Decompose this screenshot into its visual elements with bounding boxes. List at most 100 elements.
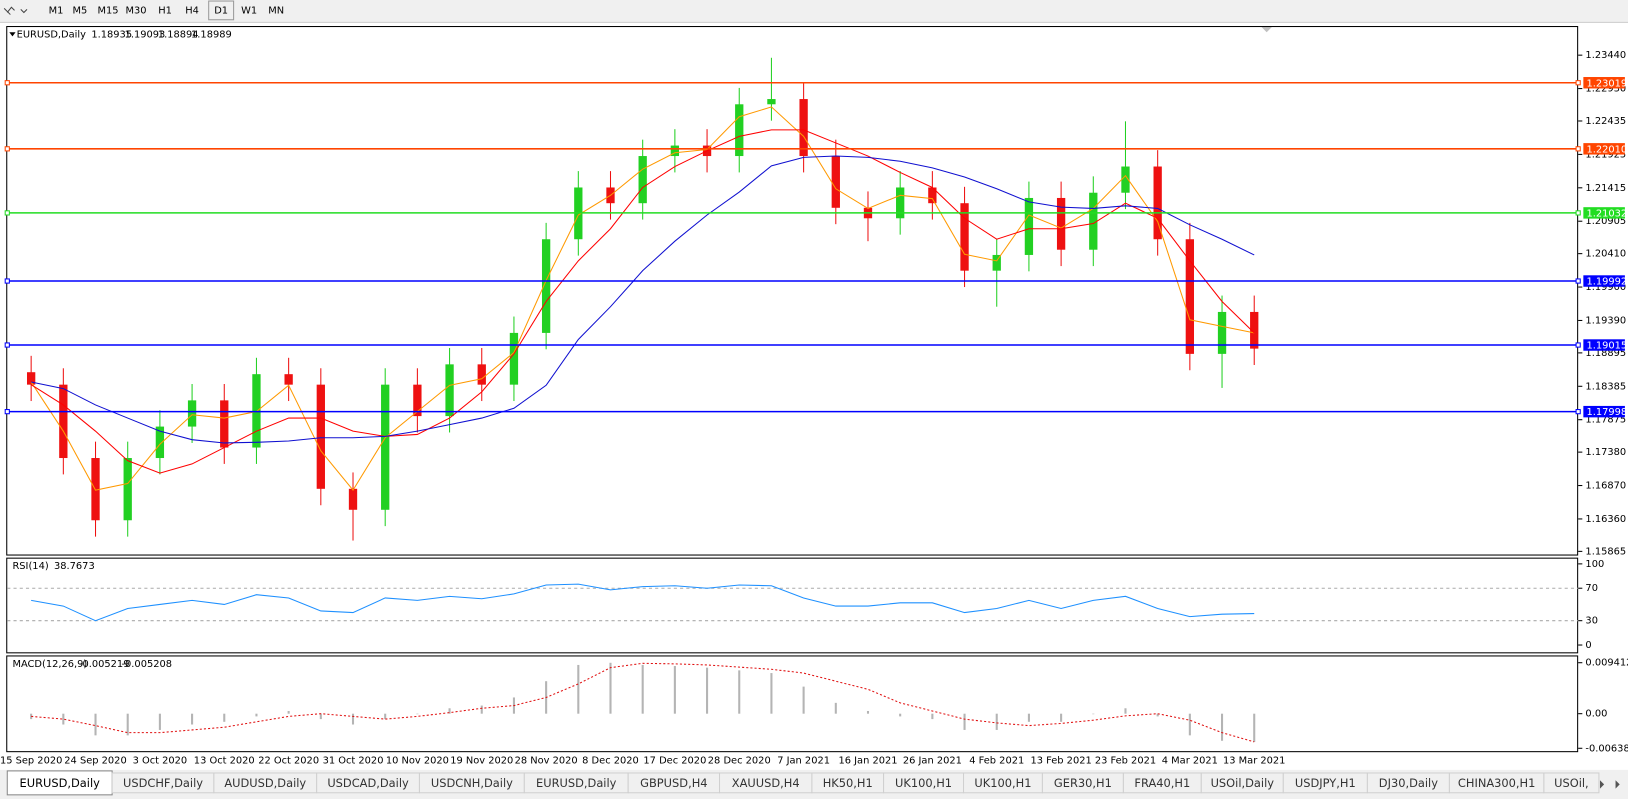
panel-title: RSI(14) [12,561,48,572]
chart-tab[interactable]: USDCHF,Daily [111,772,215,794]
timeframe-button-frame [95,1,121,20]
level-price-label: 1.21032 [1586,208,1627,219]
candle-body [670,145,680,157]
y-tick-label: 1.21925 [1585,149,1626,160]
moving-average-line [30,129,1255,474]
level-handle[interactable] [1575,342,1581,348]
level-handle[interactable] [1575,80,1581,86]
level-handle[interactable] [1575,146,1581,152]
y-tick-label: 1.17875 [1585,415,1626,426]
level-handle[interactable] [4,210,10,216]
chart-tab-label: CHINA300,H1 [1458,776,1535,790]
timeframe-button[interactable]: D1 [208,0,235,21]
timeframe-label: W1 [241,5,257,16]
candle-body [831,156,840,208]
macd-histogram-bar [963,713,966,730]
timeframe-button-frame [123,1,149,20]
chart-tab[interactable]: AUDUSD,Daily [213,772,318,794]
x-tick-label: 23 Feb 2021 [1095,756,1156,767]
panel-header-value: -0.005219 [79,659,130,670]
chart-tab[interactable]: EURUSD,Daily [6,770,113,796]
level-handle[interactable] [4,278,10,284]
level-price-label: 1.22010 [1586,144,1627,155]
macd-histogram-bar [1156,713,1159,717]
timeframe-button[interactable]: H1 [152,1,178,20]
x-tick-label: 28 Dec 2020 [708,756,771,767]
timeframe-button[interactable]: M5 [67,1,93,20]
macd-histogram-bar [94,713,97,736]
level-handle[interactable] [4,80,10,86]
chart-tab[interactable]: CHINA300,H1 [1448,772,1545,794]
chart-tab[interactable]: FRA40,H1 [1122,772,1202,794]
timeframe-button[interactable]: W1 [236,1,262,20]
timeframe-button-frame [263,1,289,20]
x-tick-label: 26 Jan 2021 [903,756,962,767]
macd-histogram-bar [609,662,612,714]
candle-body [509,332,519,385]
chart-tab[interactable]: UK100,H1 [883,772,965,794]
candle-body [26,372,36,385]
x-tick-label: 13 Oct 2020 [194,756,255,767]
cursor-tool-icon[interactable] [3,6,15,15]
chart-tab[interactable]: USDCAD,Daily [316,772,420,794]
candle-body [316,384,325,489]
level-handle[interactable] [4,146,10,152]
timeframe-button[interactable]: M30 [123,1,149,20]
chart-tab[interactable]: GBPUSD,H4 [627,772,721,794]
panel-title: EURUSD,Daily [17,29,87,40]
macd-histogram-bar [158,713,161,730]
macd-histogram-bar [770,673,773,714]
chart-tab[interactable]: EURUSD,Daily [523,772,629,794]
x-tick-label: 31 Oct 2020 [323,756,384,767]
chart-tab[interactable]: USOil, [1543,772,1600,794]
x-tick-label: 28 Nov 2020 [515,756,578,767]
x-tick-label: 19 Nov 2020 [450,756,513,767]
panel-header-value: 38.7673 [54,561,95,572]
chart-tab[interactable]: USDCNH,Daily [418,772,525,794]
x-tick-label: 15 Sep 2020 [0,756,62,767]
panel-header-value: 1.19093 [125,29,166,40]
panel-header-value: 1.18989 [191,29,232,40]
timeframe-button[interactable]: MN [263,1,289,20]
x-tick-label: 8 Dec 2020 [582,756,639,767]
chart-tab-frame [1543,772,1600,794]
y-tick-label: 100 [1585,559,1604,570]
chart-tab[interactable]: USOil,Daily [1200,772,1284,794]
level-handle[interactable] [4,342,10,348]
level-handle[interactable] [1575,278,1581,284]
chart-tab-label: USDCHF,Daily [123,776,203,790]
timeframe-button[interactable]: M15 [95,1,121,20]
chart-tab[interactable]: HK50,H1 [811,772,885,794]
macd-histogram-bar [126,713,129,736]
macd-histogram-bar [706,667,709,714]
moving-average-line [31,155,1255,444]
timeframe-label: MN [268,5,284,16]
chart-tab[interactable]: UK100,H1 [962,772,1043,794]
timeframe-button[interactable]: M1 [43,1,69,20]
price-panel-border [6,26,1579,556]
level-handle[interactable] [1575,210,1581,216]
chart-tab[interactable]: XAUUSD,H4 [718,772,813,794]
chart-tab[interactable]: USDJPY,H1 [1282,772,1368,794]
chart-tab-label: GBPUSD,H4 [640,776,707,790]
timeframe-button[interactable]: H4 [179,1,205,20]
macd-histogram-bar [480,705,483,714]
symbol-menu-icon[interactable] [9,32,16,37]
candle-body [1056,197,1066,250]
macd-histogram-bar [577,664,580,714]
timeframe-button-frame [152,1,178,20]
macd-signal-line [31,662,1255,743]
x-tick-label: 16 Jan 2021 [838,756,897,767]
candle-body [1153,166,1162,240]
timeframe-label: M15 [97,5,118,16]
macd-histogram-bar [1092,713,1095,715]
dropdown-icon[interactable] [20,8,28,14]
timeframe-label: H1 [158,5,172,16]
level-handle[interactable] [4,409,10,415]
chart-tab[interactable]: GER30,H1 [1041,772,1124,794]
y-tick-label: 0 [1585,640,1591,651]
tab-scroll-buttons[interactable] [1599,780,1620,789]
macd-histogram-bar [62,713,65,725]
chart-tab[interactable]: DJ30,Daily [1366,772,1450,794]
level-handle[interactable] [1575,409,1581,415]
